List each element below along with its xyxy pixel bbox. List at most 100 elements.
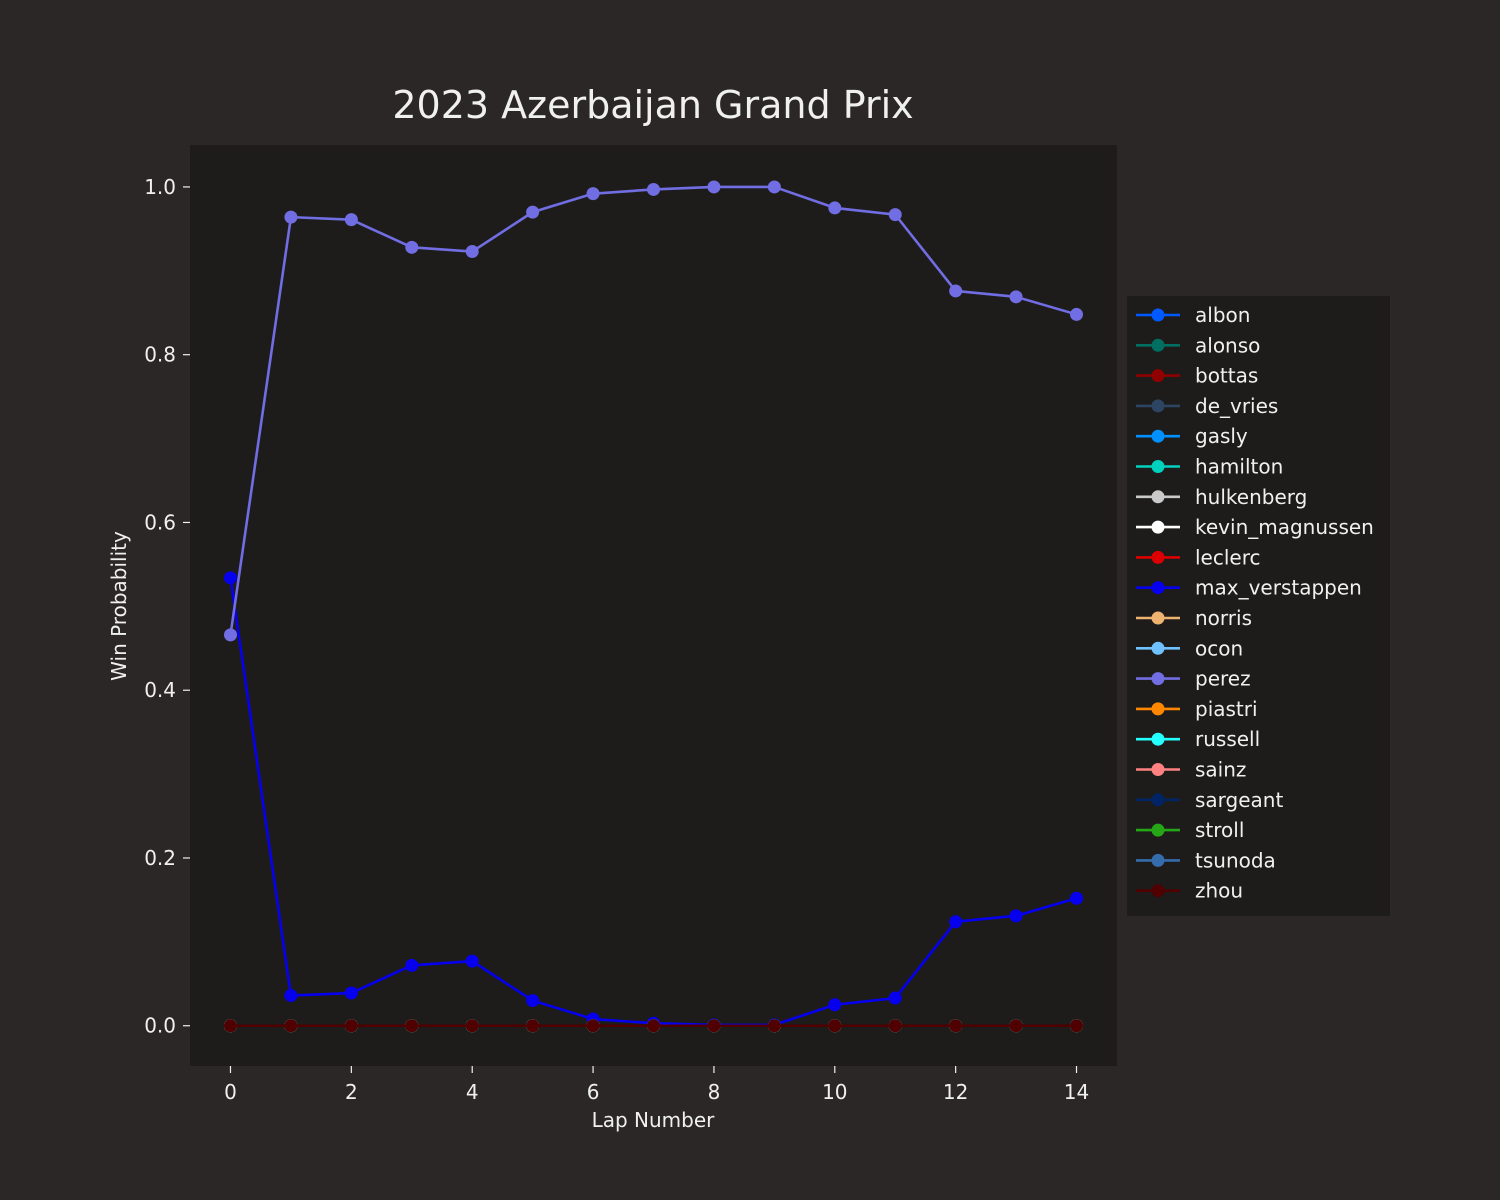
legend-marker-gasly xyxy=(1151,429,1165,443)
legend-label-perez: perez xyxy=(1195,667,1251,691)
legend-label-sargeant: sargeant xyxy=(1195,788,1283,812)
point-perez-1 xyxy=(284,210,298,224)
legend-item-russell: russell xyxy=(1136,727,1260,751)
legend-item-norris: norris xyxy=(1136,606,1252,630)
legend-label-sainz: sainz xyxy=(1195,758,1246,782)
point-max_verstappen-3 xyxy=(405,958,419,972)
point-max_verstappen-12 xyxy=(949,915,963,929)
legend-item-perez: perez xyxy=(1136,667,1251,691)
point-zhou-4 xyxy=(465,1019,479,1033)
y-tick-label-5: 1.0 xyxy=(144,175,176,199)
legend-item-sargeant: sargeant xyxy=(1136,788,1283,812)
point-perez-13 xyxy=(1009,290,1023,304)
plot-area xyxy=(190,145,1117,1066)
legend-item-tsunoda: tsunoda xyxy=(1136,848,1276,872)
point-zhou-0 xyxy=(223,1019,237,1033)
point-max_verstappen-10 xyxy=(828,998,842,1012)
point-max_verstappen-2 xyxy=(344,986,358,1000)
point-max_verstappen-11 xyxy=(888,991,902,1005)
point-perez-6 xyxy=(586,187,600,201)
point-zhou-10 xyxy=(828,1019,842,1033)
legend-label-hulkenberg: hulkenberg xyxy=(1195,485,1307,509)
point-zhou-11 xyxy=(888,1019,902,1033)
point-perez-4 xyxy=(465,245,479,259)
legend-label-tsunoda: tsunoda xyxy=(1195,848,1276,872)
x-tick-label-7: 14 xyxy=(1064,1080,1089,1104)
x-tick-label-6: 12 xyxy=(943,1080,968,1104)
series-layer xyxy=(223,180,1084,1033)
point-perez-5 xyxy=(526,205,540,219)
point-zhou-12 xyxy=(949,1019,963,1033)
legend-label-leclerc: leclerc xyxy=(1195,545,1261,569)
x-tick-label-1: 2 xyxy=(345,1080,358,1104)
legend-marker-kevin_magnussen xyxy=(1151,520,1165,534)
legend-label-albon: albon xyxy=(1195,303,1250,327)
legend-marker-sainz xyxy=(1151,763,1165,776)
legend-item-piastri: piastri xyxy=(1136,697,1258,721)
legend-label-alonso: alonso xyxy=(1195,333,1260,357)
legend-marker-perez xyxy=(1151,672,1165,686)
legend-item-max_verstappen: max_verstappen xyxy=(1136,576,1362,600)
point-zhou-2 xyxy=(344,1019,358,1033)
legend-label-max_verstappen: max_verstappen xyxy=(1195,576,1362,600)
legend-marker-norris xyxy=(1151,611,1165,625)
point-zhou-5 xyxy=(526,1019,540,1033)
legend-box xyxy=(1127,296,1390,916)
point-perez-2 xyxy=(344,213,358,227)
x-tick-label-0: 0 xyxy=(224,1080,237,1104)
legend-item-alonso: alonso xyxy=(1136,333,1260,357)
legend-item-albon: albon xyxy=(1136,303,1250,327)
legend-label-kevin_magnussen: kevin_magnussen xyxy=(1195,515,1374,539)
y-tick-label-1: 0.2 xyxy=(144,846,176,870)
point-perez-11 xyxy=(888,208,902,222)
legend-item-de_vries: de_vries xyxy=(1136,394,1278,418)
legend-label-ocon: ocon xyxy=(1195,636,1243,660)
legend-label-bottas: bottas xyxy=(1195,364,1258,388)
y-tick-label-3: 0.6 xyxy=(144,510,176,534)
point-max_verstappen-1 xyxy=(284,989,298,1003)
x-axis-label: Lap Number xyxy=(592,1108,716,1132)
x-tick-label-4: 8 xyxy=(708,1080,721,1104)
legend-label-piastri: piastri xyxy=(1195,697,1258,721)
legend-item-kevin_magnussen: kevin_magnussen xyxy=(1136,515,1374,539)
series-perez xyxy=(223,180,1084,642)
legend-marker-zhou xyxy=(1151,884,1165,898)
legend-marker-de_vries xyxy=(1151,399,1165,413)
point-perez-0 xyxy=(223,628,237,642)
point-max_verstappen-4 xyxy=(465,954,479,968)
legend-marker-tsunoda xyxy=(1151,853,1165,867)
point-perez-10 xyxy=(828,201,842,215)
x-tick-label-3: 6 xyxy=(587,1080,600,1104)
point-max_verstappen-5 xyxy=(526,994,540,1008)
chart-title: 2023 Azerbaijan Grand Prix xyxy=(392,83,913,127)
legend-marker-leclerc xyxy=(1151,550,1165,564)
legend-marker-ocon xyxy=(1151,641,1165,655)
legend-marker-max_verstappen xyxy=(1151,581,1165,595)
point-perez-8 xyxy=(707,180,721,194)
legend-marker-alonso xyxy=(1151,338,1165,352)
point-zhou-14 xyxy=(1070,1019,1084,1033)
legend-label-zhou: zhou xyxy=(1195,879,1243,903)
point-zhou-3 xyxy=(405,1019,419,1033)
legend-item-gasly: gasly xyxy=(1136,424,1248,448)
point-perez-9 xyxy=(767,180,781,194)
y-tick-label-0: 0.0 xyxy=(144,1014,176,1038)
y-tick-label-4: 0.8 xyxy=(144,343,176,367)
legend-item-hamilton: hamilton xyxy=(1136,455,1283,479)
legend-item-leclerc: leclerc xyxy=(1136,545,1261,569)
legend-label-de_vries: de_vries xyxy=(1195,394,1278,418)
point-zhou-6 xyxy=(586,1019,600,1033)
legend-marker-hamilton xyxy=(1151,460,1165,473)
point-zhou-8 xyxy=(707,1019,721,1033)
point-perez-3 xyxy=(405,240,419,254)
legend-marker-piastri xyxy=(1151,702,1165,716)
point-max_verstappen-13 xyxy=(1009,909,1023,923)
legend-marker-stroll xyxy=(1151,823,1165,837)
x-axis: 0 2 4 6 8 10 12 14 xyxy=(224,1066,1089,1104)
y-axis-label: Win Probability xyxy=(107,531,131,681)
series-zhou xyxy=(223,1019,1084,1033)
legend-marker-albon xyxy=(1151,308,1165,322)
point-perez-7 xyxy=(647,182,660,196)
point-perez-12 xyxy=(949,284,963,298)
